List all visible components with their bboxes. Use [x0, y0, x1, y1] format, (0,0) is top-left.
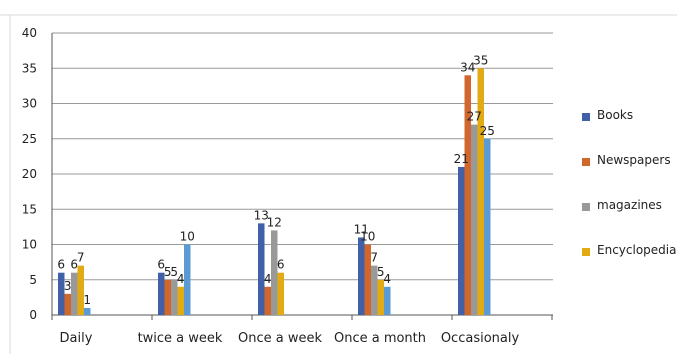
x-tick-label: Once a month [334, 331, 426, 346]
y-tick-label: 10 [22, 238, 37, 252]
legend-swatch [582, 248, 590, 256]
bar [77, 265, 84, 315]
x-axis-ticks: Daily twice a week Once a week Once a month… [51, 315, 553, 346]
y-tick-label: 0 [29, 308, 37, 322]
data-label: 5 [377, 265, 385, 279]
data-label: 11 [354, 222, 369, 236]
bar [171, 279, 178, 315]
bars-group [58, 68, 491, 316]
bar [158, 272, 165, 315]
data-label: 10 [360, 230, 375, 244]
data-label: 5 [170, 265, 178, 279]
data-label: 27 [467, 110, 482, 124]
gridlines [51, 32, 553, 316]
bar [358, 237, 365, 315]
y-tick-label: 25 [22, 132, 37, 146]
data-label: 13 [254, 208, 269, 222]
bar [471, 124, 478, 316]
legend-label: Encyclopedia [597, 243, 676, 257]
data-label: 4 [264, 272, 272, 286]
bar [184, 244, 191, 315]
x-tick-label: twice a week [138, 331, 223, 346]
y-axis-ticks: 0 5 10 15 20 25 30 35 40 [22, 26, 37, 322]
x-tick-label: Daily [60, 331, 93, 346]
data-label: 5 [164, 265, 172, 279]
bar [58, 272, 65, 315]
legend-label: Newspapers [597, 153, 671, 167]
x-tick-label: Occasionaly [441, 331, 520, 346]
data-label: 1 [83, 293, 91, 307]
data-label: 10 [180, 230, 195, 244]
bar [64, 293, 71, 315]
data-label: 4 [383, 272, 391, 286]
data-label: 12 [267, 215, 282, 229]
bar [484, 138, 491, 315]
bar [264, 286, 271, 315]
data-label: 35 [473, 53, 488, 67]
legend-swatch [582, 203, 590, 211]
data-label: 6 [57, 258, 65, 272]
data-label: 6 [70, 258, 78, 272]
y-tick-label: 30 [22, 97, 37, 111]
legend: Books Newspapers magazines Encyclopedia [582, 108, 676, 257]
bar [477, 68, 484, 315]
bar [71, 272, 78, 315]
y-tick-label: 5 [29, 273, 37, 287]
data-label: 25 [480, 124, 495, 138]
bar [371, 265, 378, 315]
bar [271, 230, 278, 315]
bar [384, 286, 391, 315]
y-tick-label: 40 [22, 26, 37, 40]
legend-swatch [582, 113, 590, 121]
bar [84, 307, 91, 315]
legend-label: Books [597, 108, 633, 122]
y-tick-label: 15 [22, 202, 37, 216]
y-tick-label: 35 [22, 61, 37, 75]
bar [458, 166, 465, 315]
bar [364, 244, 371, 315]
data-label: 4 [177, 272, 185, 286]
bar [277, 272, 284, 315]
bar [464, 75, 471, 315]
y-tick-label: 20 [22, 167, 37, 181]
legend-label: magazines [597, 198, 662, 212]
data-label: 6 [157, 258, 165, 272]
bar [258, 223, 265, 315]
data-label: 7 [370, 251, 378, 265]
data-label: 7 [77, 251, 85, 265]
data-label: 3 [64, 279, 72, 293]
x-tick-label: Once a week [238, 331, 322, 346]
data-label: 6 [277, 258, 285, 272]
bar [164, 279, 171, 315]
bar [377, 279, 384, 315]
legend-swatch [582, 158, 590, 166]
bar [177, 286, 184, 315]
data-label: 21 [454, 152, 469, 166]
data-label: 34 [460, 60, 475, 74]
